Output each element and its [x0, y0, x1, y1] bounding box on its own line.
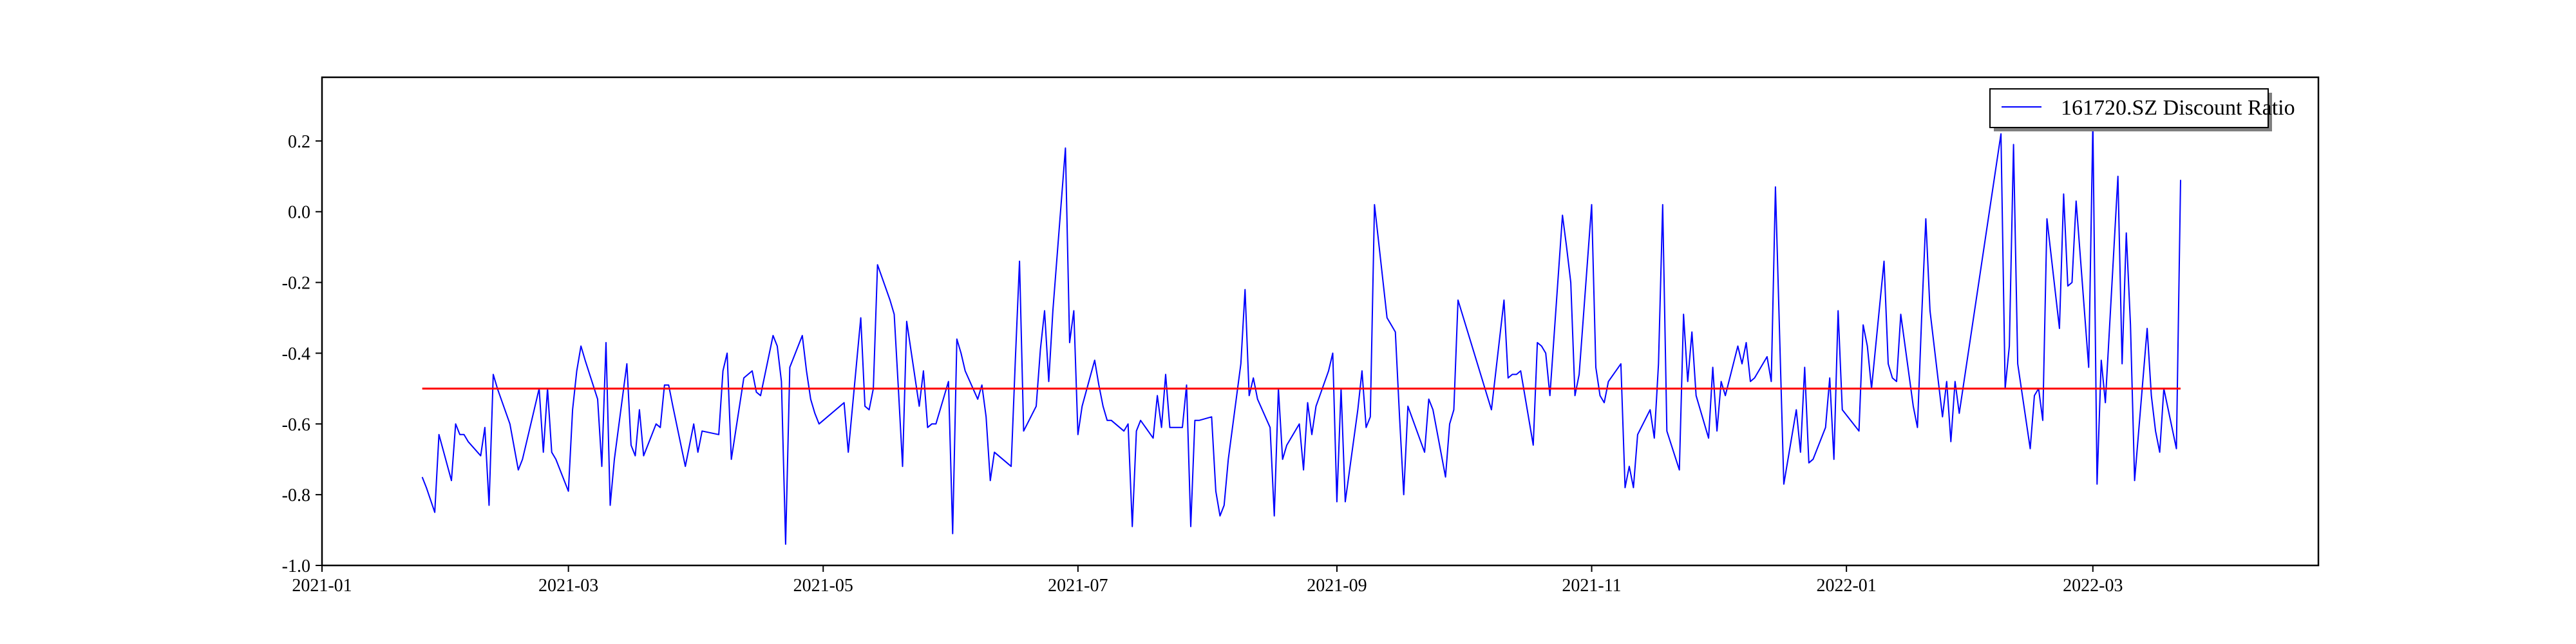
y-tick-label: -0.6	[282, 415, 310, 435]
y-tick-label: -0.2	[282, 274, 310, 294]
legend: 161720.SZ Discount Ratio	[1989, 88, 2295, 131]
y-tick-label: -0.8	[282, 486, 310, 506]
y-tick-label: 0.2	[288, 132, 310, 152]
x-axis: 2021-01 2021-03 2021-05 2021-07 2021-09 2021-…	[292, 565, 2123, 596]
y-axis: -1.0 -0.8 -0.6 -0.4 -0.2 0.0 0.2	[282, 132, 322, 576]
legend-label: 161720.SZ Discount Ratio	[2061, 96, 2295, 120]
y-tick-label: -0.4	[282, 344, 310, 364]
x-tick-label: 2021-11	[1562, 576, 1621, 596]
x-tick-label: 2021-01	[292, 576, 352, 596]
x-tick-label: 2022-03	[2063, 576, 2123, 596]
x-tick-label: 2021-07	[1048, 576, 1108, 596]
x-tick-label: 2021-05	[793, 576, 853, 596]
x-tick-label: 2021-03	[538, 576, 598, 596]
x-tick-label: 2022-01	[1816, 576, 1876, 596]
x-tick-label: 2021-09	[1307, 576, 1367, 596]
plot-frame	[321, 76, 2320, 567]
plot-area	[322, 77, 2318, 565]
legend-box	[1989, 88, 2269, 128]
y-tick-label: -1.0	[282, 556, 310, 576]
y-tick-label: 0.0	[288, 203, 310, 223]
